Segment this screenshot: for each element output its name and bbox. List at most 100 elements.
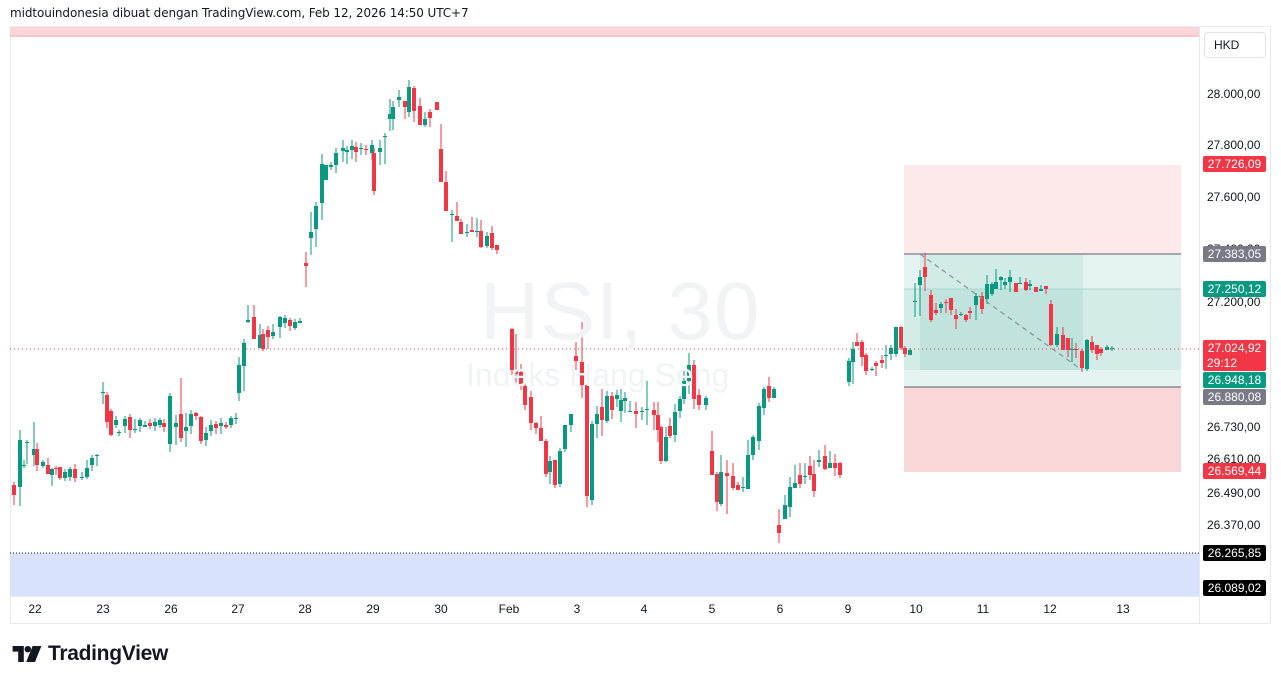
candle-down xyxy=(812,474,816,491)
candle-down xyxy=(544,441,548,474)
candle-up xyxy=(85,468,89,477)
candle-up xyxy=(133,429,137,430)
candle-down xyxy=(514,371,518,374)
level-lower-badge: 26.948,18 xyxy=(1203,372,1266,388)
time-tick-label: 27 xyxy=(231,602,245,616)
candle-up xyxy=(174,423,178,427)
candle-down xyxy=(372,153,376,191)
candle-down xyxy=(652,410,656,415)
candle-up xyxy=(153,422,157,426)
candle-up xyxy=(851,349,855,362)
candle-up xyxy=(407,87,411,112)
candle-up xyxy=(788,487,792,507)
candle-down xyxy=(808,466,812,475)
candle-up xyxy=(329,165,333,167)
candle-up xyxy=(168,396,172,444)
candle-down xyxy=(266,330,270,337)
candle-up xyxy=(1085,340,1089,369)
candle-up xyxy=(345,150,349,152)
candle-up xyxy=(370,145,374,153)
candle-up xyxy=(664,437,668,461)
name-watermark: Indeks Hang Seng xyxy=(466,357,730,393)
candle-up xyxy=(237,365,241,393)
candle-up xyxy=(383,136,387,137)
tradingview-logo[interactable]: TradingView xyxy=(12,642,168,666)
candle-down xyxy=(455,216,459,221)
candle-up xyxy=(242,343,246,366)
price-tick-label: 28.000,00 xyxy=(1207,87,1261,101)
candle-down xyxy=(574,356,578,361)
candle-down xyxy=(715,474,719,502)
candle-down xyxy=(304,263,308,266)
candle-down xyxy=(668,426,672,436)
candle-up xyxy=(101,392,105,393)
candle-down xyxy=(459,222,463,234)
candle-down xyxy=(479,231,483,247)
candle-up xyxy=(258,335,262,348)
countdown-badge: 29:12 xyxy=(1203,355,1266,371)
candle-up xyxy=(25,442,29,443)
candle-up xyxy=(682,381,686,399)
time-tick-label: 28 xyxy=(298,602,312,616)
currency-selector[interactable]: HKD xyxy=(1204,32,1266,58)
candlestick-chart[interactable] xyxy=(10,27,1199,596)
candle-up xyxy=(143,425,147,427)
candle-down xyxy=(767,386,771,398)
candle-down xyxy=(1044,286,1048,289)
candle-down xyxy=(1061,335,1065,350)
time-tick-label: 13 xyxy=(1116,602,1130,616)
candle-down xyxy=(980,296,984,309)
candle-down xyxy=(214,424,218,428)
attribution-text: midtouindonesia dibuat dengan TradingVie… xyxy=(10,6,469,20)
time-tick-label: 3 xyxy=(573,602,581,616)
candle-up xyxy=(994,282,998,289)
candle-up xyxy=(772,389,776,398)
candle-down xyxy=(439,149,443,182)
candle-down xyxy=(428,112,432,118)
blue-support-zone xyxy=(10,553,1199,596)
candle-down xyxy=(444,182,448,211)
candle-up xyxy=(678,399,682,411)
time-axis[interactable] xyxy=(10,596,1199,624)
candle-up xyxy=(783,505,787,519)
candle-up xyxy=(595,414,599,424)
candle-up xyxy=(719,472,723,504)
price-tick-label: 27.200,00 xyxy=(1207,295,1261,309)
candle-up xyxy=(990,284,994,294)
tradingview-logo-text: TradingView xyxy=(48,642,169,665)
candle-up xyxy=(615,395,619,399)
candle-up xyxy=(324,165,328,180)
candle-down xyxy=(495,245,499,250)
candle-down xyxy=(697,395,701,405)
candle-up xyxy=(757,406,761,441)
candle-down xyxy=(529,397,533,423)
candle-up xyxy=(793,483,797,488)
time-tick-label: 9 xyxy=(844,602,852,616)
candle-up xyxy=(32,449,36,455)
candle-down xyxy=(1049,304,1053,345)
tradingview-logo-icon xyxy=(12,646,42,662)
chart-plot-area[interactable]: HSI, 30 Indeks Hang Seng xyxy=(10,27,1199,596)
candle-down xyxy=(585,385,589,496)
candle-up xyxy=(314,206,318,229)
candle-up xyxy=(359,148,363,149)
candle-down xyxy=(12,485,16,495)
candle-down xyxy=(403,101,407,107)
price-tick-label: 26.730,00 xyxy=(1207,420,1261,434)
candle-up xyxy=(548,461,552,472)
candle-up xyxy=(913,301,917,302)
time-tick-label: 4 xyxy=(640,602,648,616)
candle-down xyxy=(412,88,416,111)
candle-down xyxy=(1014,283,1018,292)
candle-down xyxy=(510,329,514,370)
time-tick-label: Feb xyxy=(498,602,520,616)
symbol-watermark: HSI, 30 xyxy=(480,266,761,357)
candle-down xyxy=(199,417,203,441)
candle-up xyxy=(939,304,943,308)
price-tick-label: 27.800,00 xyxy=(1207,138,1261,152)
candle-up xyxy=(628,411,632,412)
candle-up xyxy=(1110,348,1114,349)
price-axis[interactable] xyxy=(1199,27,1271,623)
candle-up xyxy=(117,432,121,433)
candle-down xyxy=(903,348,907,354)
